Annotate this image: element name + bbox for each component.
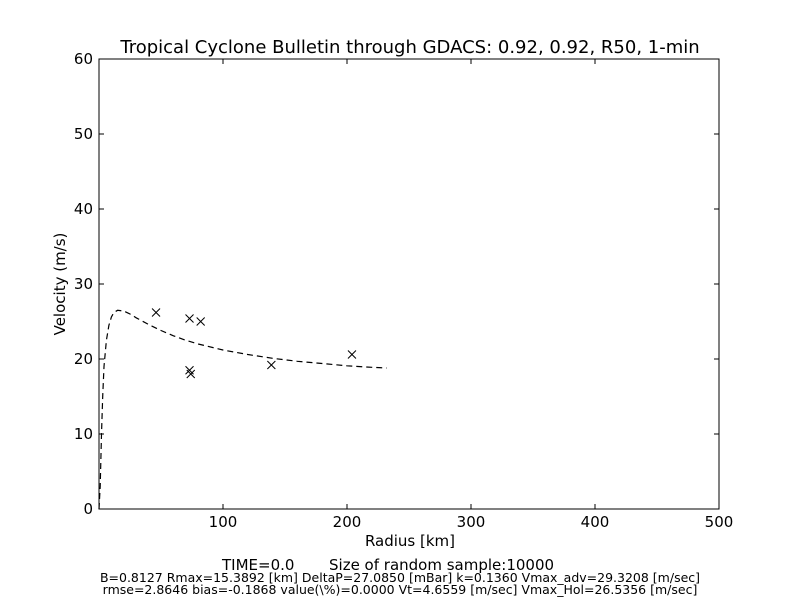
y-tick-label: 40 (74, 200, 93, 218)
observation-marker (186, 369, 196, 379)
time-annotation: TIME=0.0 (221, 556, 294, 574)
fitted-profile-line (98, 309, 387, 510)
y-tick-label: 30 (74, 275, 93, 293)
y-tick-label: 50 (74, 125, 93, 143)
y-axis-ticks: 0 10 20 30 40 50 60 (74, 50, 719, 518)
observation-marker (185, 314, 194, 323)
chart-title: Tropical Cyclone Bulletin through GDACS:… (119, 37, 699, 58)
observation-marker (267, 360, 276, 370)
series-layer (98, 308, 387, 510)
y-tick-label: 60 (74, 50, 93, 68)
x-axis-ticks: 100 200 300 400 500 (209, 59, 734, 531)
sample-size-annotation: Size of random sample:10000 (329, 556, 554, 574)
x-tick-label: 300 (457, 513, 486, 531)
x-tick-label: 200 (333, 513, 362, 531)
x-tick-label: 100 (209, 513, 238, 531)
plot-frame (98, 58, 720, 510)
x-tick-label: 500 (705, 513, 734, 531)
y-tick-label: 10 (74, 425, 93, 443)
x-axis-label: Radius [km] (365, 532, 455, 550)
x-tick-label: 400 (581, 513, 610, 531)
parameters-line-2: rmse=2.8646 bias=-0.1868 value(\%)=0.000… (103, 582, 698, 597)
parameters-line-1: B=0.8127 Rmax=15.3892 [km] DeltaP=27.085… (100, 570, 700, 585)
y-tick-label: 0 (83, 500, 93, 518)
y-axis-label: Velocity (m/s) (51, 233, 69, 336)
observation-marker (151, 308, 161, 317)
observation-marker (196, 317, 206, 326)
observation-marker (347, 350, 357, 359)
y-tick-label: 20 (74, 350, 93, 368)
